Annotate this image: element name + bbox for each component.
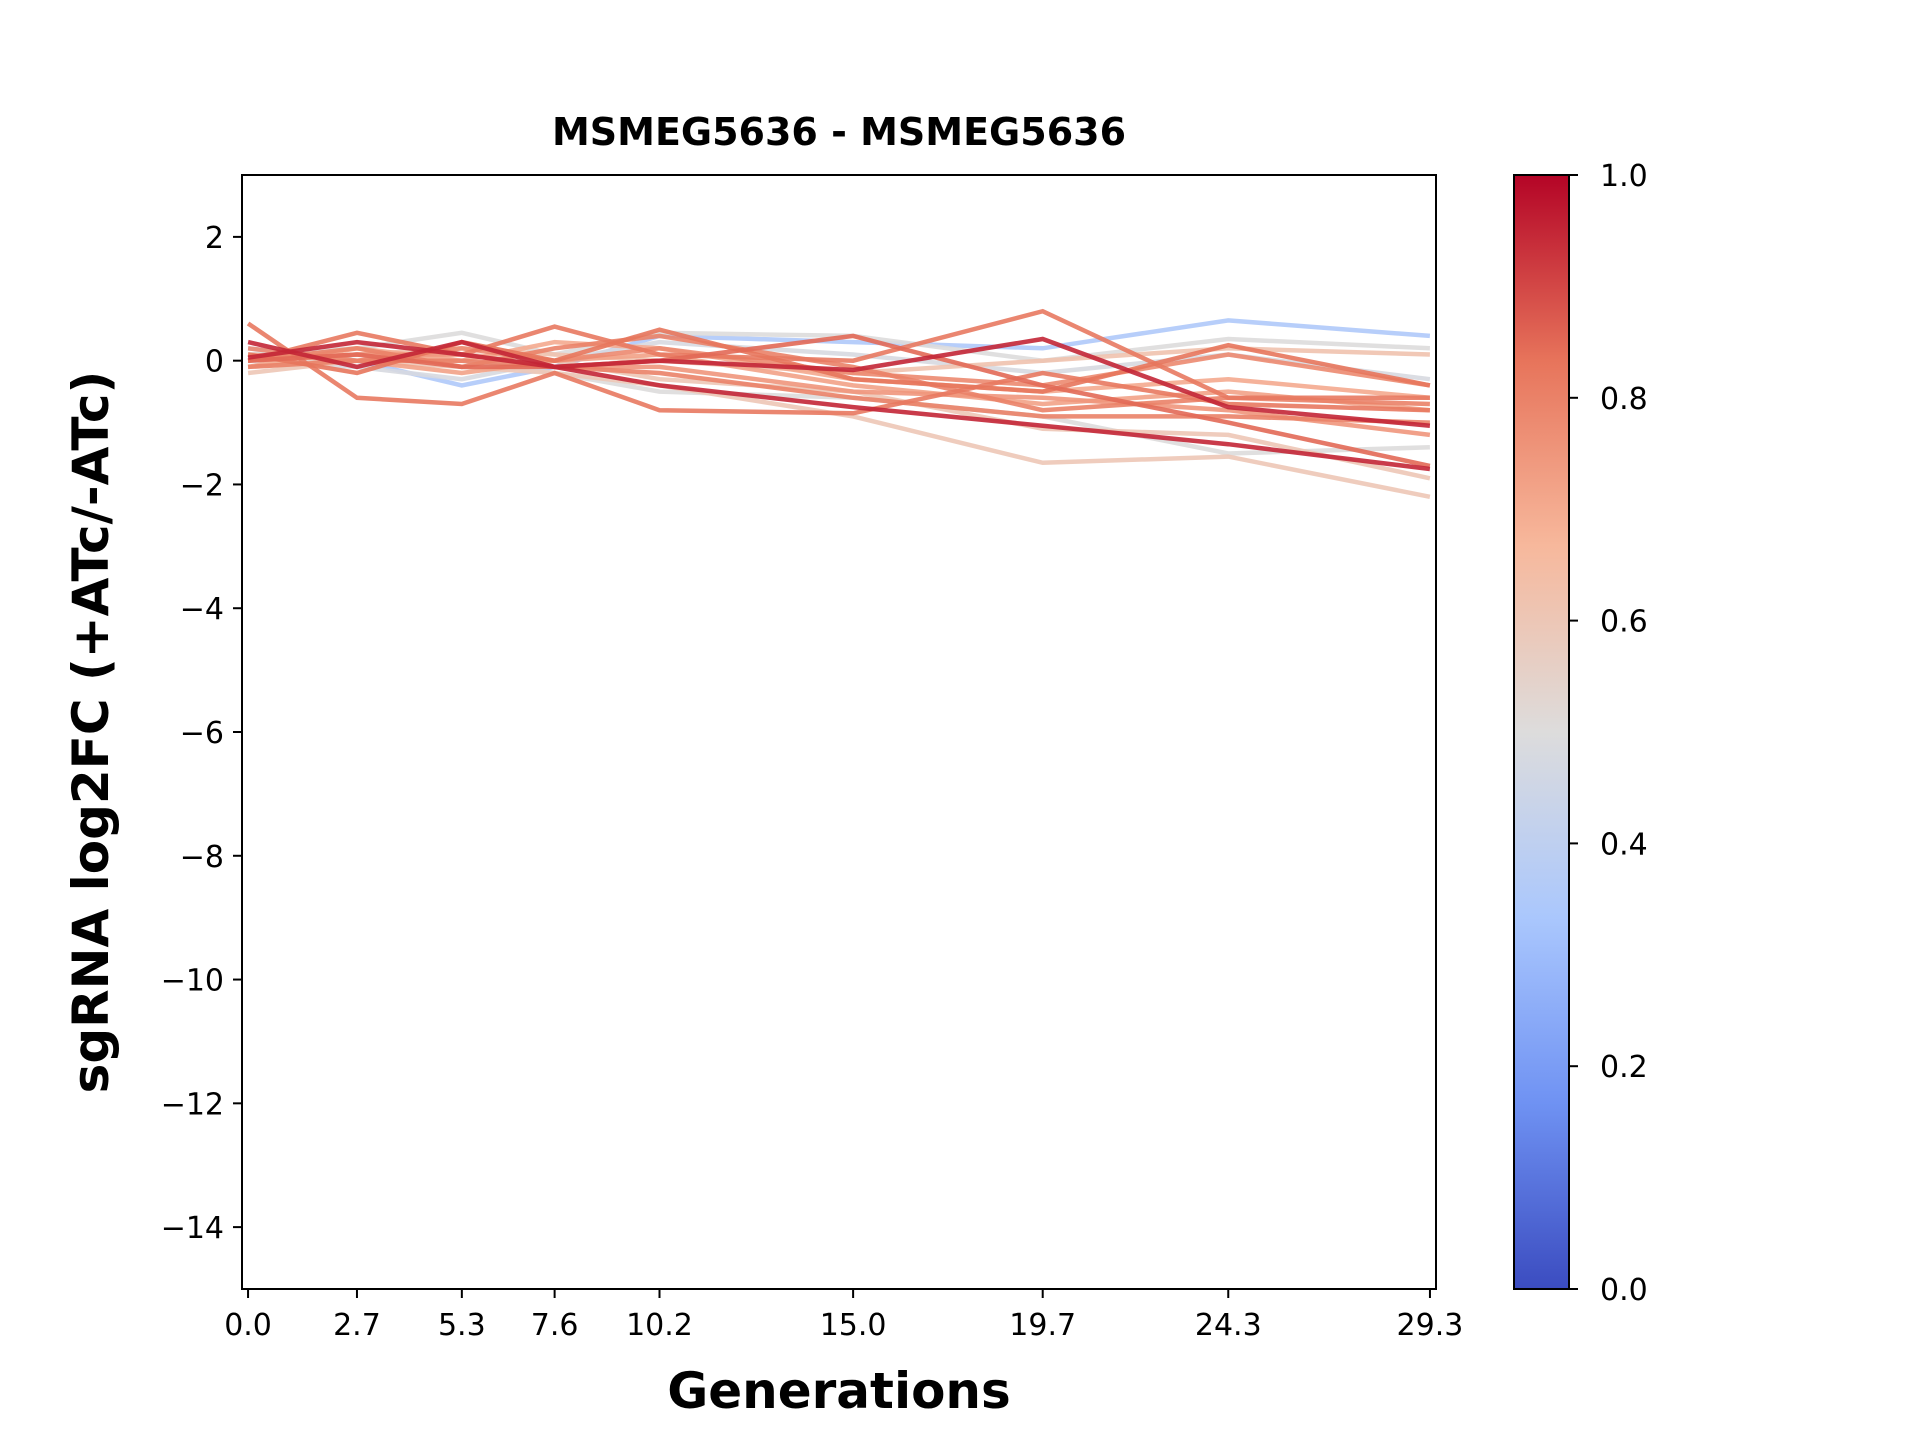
colorbar-ticks: 0.0 0.2 0.4 0.6 0.8 1.0 — [1569, 159, 1648, 1308]
y-tick-label: −10 — [161, 964, 224, 999]
y-tick-label: 0 — [205, 345, 224, 380]
x-tick-label: 19.7 — [1009, 1308, 1076, 1343]
y-tick-label: 2 — [205, 221, 224, 256]
colorbar-tick-label: 0.6 — [1600, 605, 1648, 640]
x-tick-label: 29.3 — [1397, 1308, 1464, 1343]
x-tick-label: 0.0 — [224, 1308, 272, 1343]
colorbar-tick-label: 1.0 — [1600, 159, 1648, 194]
colorbar-gradient — [1513, 174, 1570, 1290]
series-line-15 — [247, 327, 1431, 394]
colorbar-tick-label: 0.0 — [1600, 1273, 1648, 1308]
series-line-13 — [246, 321, 1430, 416]
series-lines — [246, 308, 1431, 500]
x-axis: 0.0 2.7 5.3 7.6 10.2 15.0 19.7 24.3 29.3 — [224, 1289, 1463, 1343]
colorbar: 0.0 0.2 0.4 0.6 0.8 1.0 — [1513, 159, 1648, 1308]
colorbar-tick-label: 0.2 — [1600, 1050, 1648, 1085]
y-tick-label: −12 — [161, 1087, 224, 1122]
x-tick-label: 24.3 — [1195, 1308, 1262, 1343]
y-tick-label: −8 — [180, 840, 224, 875]
y-tick-label: −14 — [161, 1211, 224, 1246]
y-tick-label: −6 — [180, 716, 224, 751]
x-tick-label: 7.6 — [531, 1308, 579, 1343]
series-line-1 — [247, 330, 1431, 363]
x-tick-label: 15.0 — [820, 1308, 887, 1343]
y-tick-label: −2 — [180, 468, 224, 503]
x-tick-label: 2.7 — [333, 1308, 381, 1343]
series-line-11 — [247, 333, 1430, 413]
series-line-17 — [247, 339, 1431, 472]
series-line-14 — [247, 308, 1430, 401]
y-axis-label: sgRNA log2FC (+ATc/-ATc) — [62, 371, 120, 1094]
series-line-18 — [247, 336, 1431, 428]
colorbar-tick-label: 0.8 — [1600, 382, 1648, 417]
y-tick-label: −4 — [180, 592, 224, 627]
y-axis: 2 0 −2 −4 −6 −8 −10 −12 −14 — [161, 221, 242, 1246]
x-tick-label: 5.3 — [438, 1308, 486, 1343]
chart-title: MSMEG5636 - MSMEG5636 — [552, 110, 1126, 154]
x-tick-label: 10.2 — [626, 1308, 693, 1343]
colorbar-tick-label: 0.4 — [1600, 827, 1648, 862]
x-axis-label: Generations — [667, 1362, 1011, 1420]
